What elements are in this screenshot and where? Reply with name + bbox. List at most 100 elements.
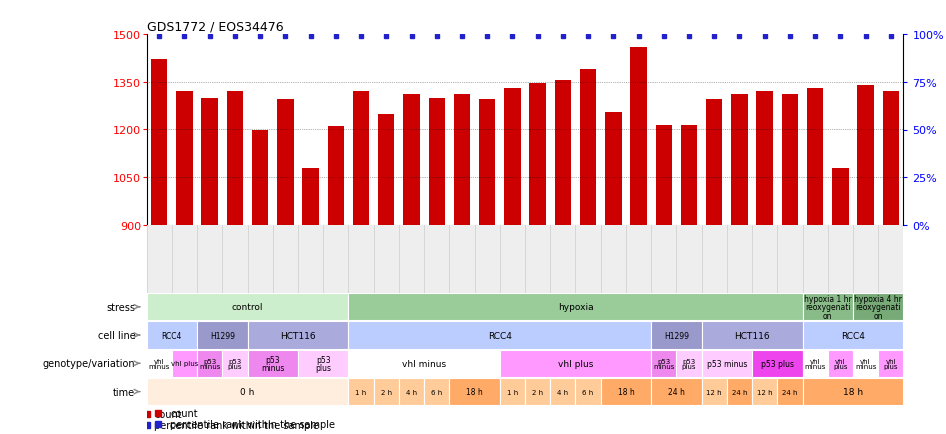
Bar [853, 293, 903, 321]
Text: 4 h: 4 h [406, 389, 417, 395]
Bar [172, 350, 197, 377]
Text: 4 h: 4 h [557, 389, 569, 395]
Bar [525, 378, 551, 405]
Bar [499, 378, 525, 405]
Text: 12 h: 12 h [757, 389, 773, 395]
Bar [757, 92, 773, 226]
Bar [429, 99, 445, 226]
Bar [605, 113, 622, 226]
Text: hypoxia 1 hr
reoxygenati
on: hypoxia 1 hr reoxygenati on [804, 294, 851, 320]
Bar [499, 350, 651, 377]
Bar [327, 127, 344, 226]
Bar [248, 322, 348, 349]
Bar [580, 70, 596, 226]
Bar [601, 378, 651, 405]
Bar [147, 293, 348, 321]
Text: 2 h: 2 h [532, 389, 543, 395]
Text: 0 h: 0 h [240, 387, 254, 396]
Bar [878, 350, 903, 377]
Bar [681, 125, 697, 226]
Text: 6 h: 6 h [583, 389, 594, 395]
Bar [656, 125, 672, 226]
Bar [222, 350, 248, 377]
Text: percentile rank within the sample: percentile rank within the sample [170, 419, 335, 429]
Text: cell line: cell line [97, 330, 135, 340]
Text: p53
minus: p53 minus [199, 358, 220, 369]
Bar [151, 60, 167, 226]
Text: 6 h: 6 h [431, 389, 443, 395]
Text: count: count [154, 410, 182, 419]
Text: stress: stress [106, 302, 135, 312]
Bar [348, 322, 651, 349]
Bar [778, 378, 802, 405]
Text: p53
plus: p53 plus [315, 355, 331, 372]
Bar [551, 378, 575, 405]
Text: vhl plus: vhl plus [171, 361, 198, 366]
Bar [197, 350, 222, 377]
Bar [857, 85, 874, 226]
Text: 12 h: 12 h [707, 389, 722, 395]
Bar [853, 350, 878, 377]
Bar [348, 350, 499, 377]
Bar [802, 322, 903, 349]
Bar [403, 95, 420, 226]
Text: RCC4: RCC4 [841, 331, 865, 340]
Text: RCC4: RCC4 [488, 331, 512, 340]
Bar [147, 378, 348, 405]
Bar [651, 350, 676, 377]
Text: RCC4: RCC4 [162, 331, 182, 340]
Bar [752, 350, 802, 377]
Bar [504, 89, 520, 226]
Text: 18 h: 18 h [466, 387, 483, 396]
Bar [727, 378, 752, 405]
Text: genotype/variation: genotype/variation [43, 358, 135, 368]
Text: 24 h: 24 h [782, 389, 797, 395]
Bar [303, 168, 319, 226]
Bar [530, 84, 546, 226]
Bar [248, 350, 298, 377]
Text: 18 h: 18 h [618, 387, 635, 396]
Bar [651, 378, 702, 405]
Text: time: time [114, 387, 135, 397]
Text: HCT116: HCT116 [280, 331, 316, 340]
Text: p53
minus: p53 minus [261, 355, 285, 372]
Text: 24 h: 24 h [731, 389, 747, 395]
Bar [353, 92, 369, 226]
Bar [651, 322, 702, 349]
Bar [348, 378, 374, 405]
Bar [781, 95, 798, 226]
Text: p53
plus: p53 plus [228, 358, 242, 369]
Text: vhl
plus: vhl plus [833, 358, 848, 369]
Bar [227, 92, 243, 226]
Bar [201, 99, 218, 226]
Bar [399, 378, 424, 405]
Bar [883, 92, 899, 226]
Text: hypoxia: hypoxia [558, 302, 593, 312]
Text: vhl minus: vhl minus [402, 359, 447, 368]
Bar [676, 350, 702, 377]
Bar [731, 95, 747, 226]
Bar [277, 100, 293, 226]
Text: H1299: H1299 [210, 331, 235, 340]
Bar [147, 350, 172, 377]
Text: control: control [232, 302, 263, 312]
Text: 2 h: 2 h [380, 389, 392, 395]
Text: GDS1772 / EOS34476: GDS1772 / EOS34476 [147, 20, 283, 33]
Text: hypoxia 4 hr
reoxygenati
on: hypoxia 4 hr reoxygenati on [854, 294, 902, 320]
Bar [706, 100, 723, 226]
Bar [479, 100, 496, 226]
Bar [554, 81, 571, 226]
Text: H1299: H1299 [664, 331, 689, 340]
Text: p53 plus: p53 plus [761, 359, 794, 368]
Bar [374, 378, 399, 405]
Bar [298, 350, 348, 377]
Text: count: count [170, 408, 198, 418]
Text: p53 minus: p53 minus [707, 359, 747, 368]
Text: p53
plus: p53 plus [682, 358, 696, 369]
Bar [702, 350, 752, 377]
Bar [802, 350, 828, 377]
Text: percentile rank within the sample: percentile rank within the sample [154, 421, 319, 430]
Bar [197, 322, 248, 349]
Bar [449, 378, 499, 405]
Bar [454, 95, 470, 226]
